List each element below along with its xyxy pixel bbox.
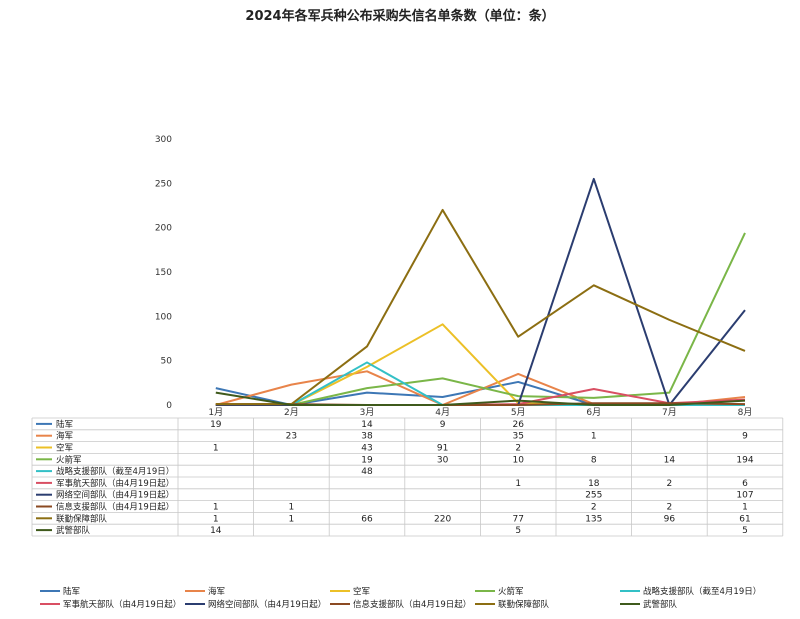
data-label: 1 bbox=[742, 503, 748, 513]
data-label: 91 bbox=[437, 444, 448, 454]
legend-entry: 火箭军 bbox=[498, 586, 524, 597]
data-label: 19 bbox=[210, 420, 222, 430]
data-label: 14 bbox=[210, 526, 222, 536]
data-label: 135 bbox=[585, 514, 602, 524]
data-label: 1 bbox=[515, 479, 521, 489]
x-tick-label: 2月 bbox=[284, 407, 299, 418]
legend-entry: 海军 bbox=[208, 586, 225, 597]
data-label: 35 bbox=[512, 432, 523, 442]
data-label: 8 bbox=[591, 455, 597, 465]
data-label: 2 bbox=[667, 479, 673, 489]
y-axis: 0 50 100 150 200 250 300 1月 2月 3月 4月 5月 6月 7月 8月 bbox=[155, 135, 753, 418]
data-label: 194 bbox=[736, 455, 753, 465]
x-tick-label: 3月 bbox=[360, 407, 375, 418]
data-label: 5 bbox=[515, 526, 521, 536]
data-label: 23 bbox=[286, 432, 297, 442]
y-tick-label: 200 bbox=[155, 224, 172, 234]
data-label: 107 bbox=[736, 491, 753, 501]
x-tick-label: 7月 bbox=[662, 407, 677, 418]
data-label: 1 bbox=[213, 503, 219, 513]
data-label: 1 bbox=[213, 514, 219, 524]
data-label: 18 bbox=[588, 479, 600, 489]
x-tick-label: 6月 bbox=[586, 407, 601, 418]
data-label: 26 bbox=[512, 420, 524, 430]
table-row-label: 空军 bbox=[56, 443, 73, 454]
data-label: 66 bbox=[361, 514, 373, 524]
x-tick-label: 4月 bbox=[435, 407, 450, 418]
data-label: 19 bbox=[361, 455, 373, 465]
data-label: 9 bbox=[742, 432, 748, 442]
data-label: 14 bbox=[664, 455, 676, 465]
table-row-label: 军事航天部队（由4月19日起） bbox=[56, 478, 174, 489]
plot-area bbox=[215, 177, 746, 406]
table-row-label: 战略支援部队（截至4月19日） bbox=[56, 466, 174, 477]
series-line bbox=[215, 177, 746, 406]
table-row-label: 武警部队 bbox=[56, 525, 91, 536]
data-label: 9 bbox=[440, 420, 446, 430]
data-label: 77 bbox=[512, 514, 523, 524]
data-label: 14 bbox=[361, 420, 373, 430]
x-tick-label: 8月 bbox=[738, 407, 753, 418]
chart-title: 2024年各军兵种公布采购失信名单条数（单位：条） bbox=[245, 8, 554, 24]
legend-entry: 武警部队 bbox=[643, 599, 678, 610]
data-label: 6 bbox=[742, 479, 748, 489]
y-tick-label: 150 bbox=[155, 268, 172, 278]
x-tick-label: 5月 bbox=[511, 407, 526, 418]
legend: 陆军 海军 空军 火箭军 战略支援部队（截至4月19日） 军事航天部队（由4月19日起） 网… bbox=[40, 586, 761, 610]
y-tick-label: 100 bbox=[155, 312, 172, 322]
data-label: 220 bbox=[434, 514, 451, 524]
data-label: 2 bbox=[591, 503, 597, 513]
data-label: 1 bbox=[289, 514, 295, 524]
data-label: 96 bbox=[664, 514, 676, 524]
table-row-label: 陆军 bbox=[56, 419, 73, 430]
data-label: 2 bbox=[515, 444, 521, 454]
data-label: 48 bbox=[361, 467, 373, 477]
data-label: 61 bbox=[739, 514, 750, 524]
data-label: 30 bbox=[437, 455, 449, 465]
data-label: 1 bbox=[213, 444, 219, 454]
table-row-label: 火箭军 bbox=[56, 454, 82, 465]
legend-entry: 联勤保障部队 bbox=[498, 599, 550, 610]
series-line bbox=[215, 208, 746, 406]
data-label: 2 bbox=[667, 503, 673, 513]
table-row-label: 网络空间部队（由4月19日起） bbox=[56, 490, 174, 501]
y-tick-label: 250 bbox=[155, 179, 172, 189]
table-row-label: 联勤保障部队 bbox=[56, 513, 108, 524]
data-label: 43 bbox=[361, 444, 372, 454]
table-row-label: 海军 bbox=[56, 431, 73, 442]
x-tick-label: 1月 bbox=[208, 407, 223, 418]
legend-entry: 陆军 bbox=[63, 586, 80, 597]
series-line bbox=[215, 232, 746, 406]
data-label: 1 bbox=[591, 432, 597, 442]
legend-entry: 战略支援部队（截至4月19日） bbox=[643, 586, 761, 597]
legend-entry: 军事航天部队（由4月19日起） bbox=[63, 599, 181, 610]
legend-entry: 信息支援部队（由4月19日起） bbox=[353, 599, 471, 610]
y-tick-label: 300 bbox=[155, 135, 172, 145]
data-label: 1 bbox=[289, 503, 295, 513]
legend-entry: 空军 bbox=[353, 586, 370, 597]
data-label: 255 bbox=[585, 491, 602, 501]
series-line bbox=[215, 391, 746, 406]
data-label: 5 bbox=[742, 526, 748, 536]
y-tick-label: 50 bbox=[161, 357, 173, 367]
data-label: 38 bbox=[361, 432, 373, 442]
table-row-label: 信息支援部队（由4月19日起） bbox=[56, 502, 174, 513]
data-label: 10 bbox=[512, 455, 524, 465]
legend-entry: 网络空间部队（由4月19日起） bbox=[208, 599, 326, 610]
y-tick-label: 0 bbox=[166, 401, 172, 411]
